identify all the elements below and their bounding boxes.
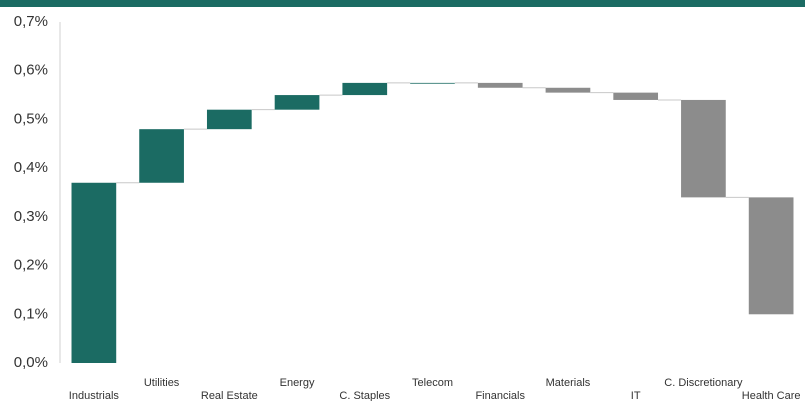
y-tick-label: 0,0% — [14, 354, 48, 371]
x-tick-label: Energy — [280, 377, 315, 389]
header-band — [0, 0, 805, 7]
x-tick-label: Utilities — [144, 377, 180, 389]
bar — [681, 99, 726, 198]
bar — [613, 92, 659, 100]
bar — [71, 182, 117, 363]
x-tick-label: C. Discretionary — [664, 377, 743, 389]
y-tick-label: 0,4% — [14, 159, 48, 176]
x-tick-label: IT — [631, 390, 641, 401]
y-tick-label: 0,3% — [14, 208, 48, 225]
y-tick-label: 0,1% — [14, 305, 48, 322]
bar — [206, 109, 252, 130]
bar — [274, 95, 320, 110]
x-tick-label: Health Care — [742, 390, 801, 401]
x-tick-label: Materials — [546, 377, 591, 389]
bar — [545, 87, 591, 93]
y-tick-label: 0,7% — [14, 13, 48, 30]
bar — [139, 129, 184, 183]
x-tick-label: Telecom — [412, 377, 453, 389]
bar — [410, 82, 455, 84]
y-tick-label: 0,2% — [14, 257, 48, 274]
bar — [748, 197, 794, 315]
x-tick-label: Industrials — [69, 390, 120, 401]
x-tick-label: C. Staples — [339, 390, 390, 401]
x-tick-label: Financials — [475, 390, 525, 401]
bar — [342, 82, 388, 96]
x-tick-label: Real Estate — [201, 390, 258, 401]
y-tick-label: 0,5% — [14, 110, 48, 127]
bar — [477, 82, 523, 88]
y-tick-label: 0,6% — [14, 62, 48, 79]
